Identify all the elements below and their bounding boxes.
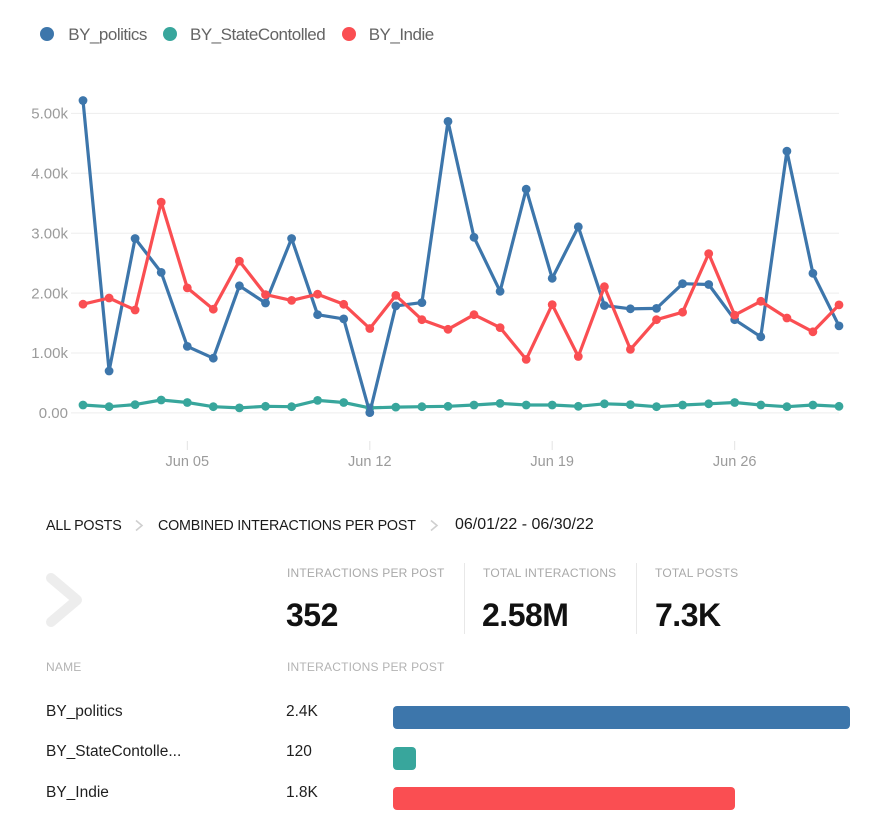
svg-text:4.00k: 4.00k	[31, 166, 68, 183]
svg-text:Jun 26: Jun 26	[713, 454, 757, 470]
svg-text:5.00k: 5.00k	[31, 106, 68, 123]
svg-text:Jun 12: Jun 12	[348, 454, 392, 470]
svg-text:Jun 05: Jun 05	[166, 454, 210, 470]
svg-text:2.00k: 2.00k	[31, 285, 68, 302]
svg-text:1.00k: 1.00k	[31, 345, 68, 362]
svg-text:Jun 19: Jun 19	[530, 454, 574, 470]
svg-text:3.00k: 3.00k	[31, 225, 68, 242]
svg-text:0.00: 0.00	[39, 405, 68, 422]
